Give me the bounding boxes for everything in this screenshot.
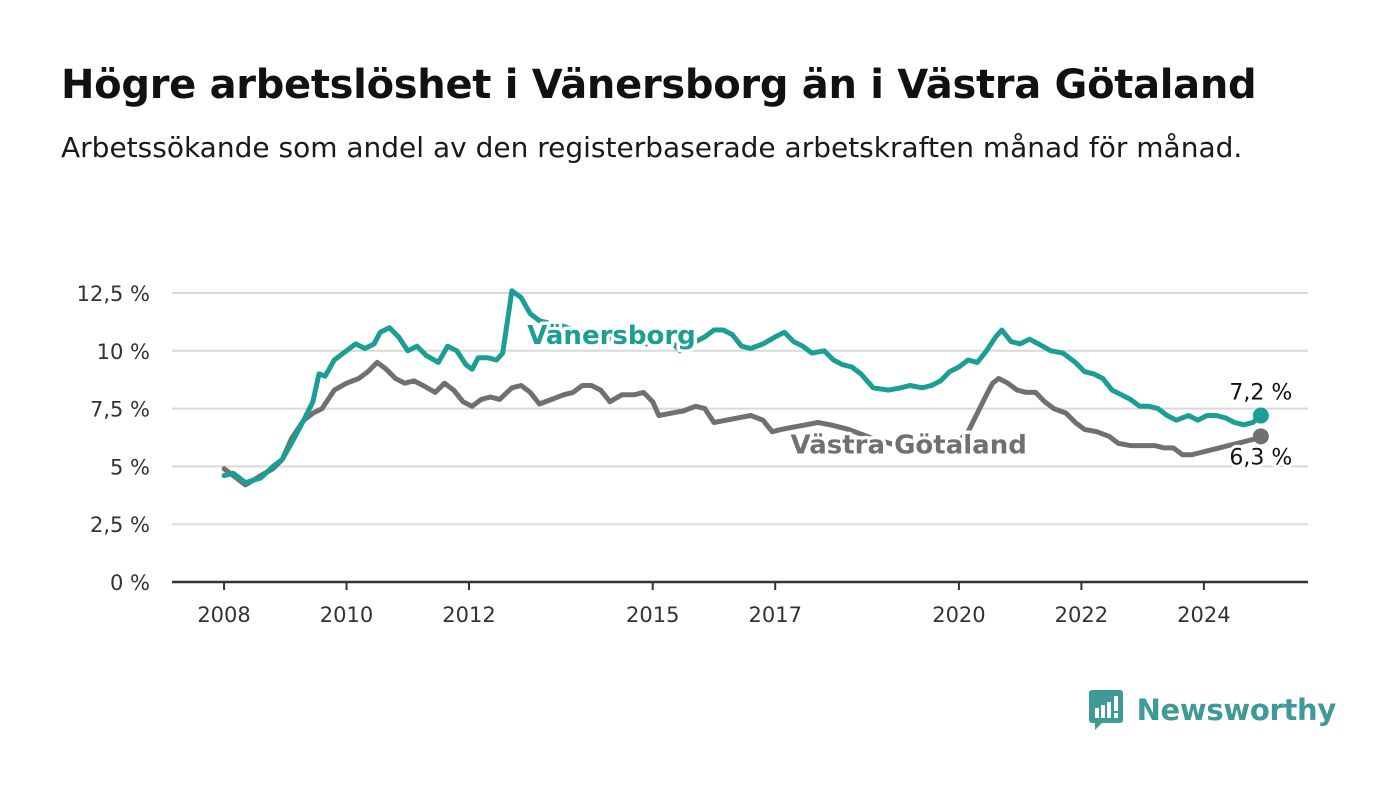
series-name-label-1: Västra Götaland	[791, 431, 1027, 461]
newsworthy-logo-icon	[1088, 690, 1123, 730]
chart-subtitle: Arbetssökande som andel av den registerb…	[61, 131, 1243, 164]
y-tick-label: 7,5 %	[90, 398, 150, 422]
y-tick-label: 10 %	[97, 340, 150, 364]
brand-name: Newsworthy	[1136, 693, 1337, 727]
x-tick-label: 2012	[442, 603, 495, 627]
chart-title: Högre arbetslöshet i Vänersborg än i Väs…	[61, 62, 1257, 108]
newsworthy-brand: Newsworthy	[1088, 690, 1337, 730]
series-lines	[221, 288, 1264, 488]
x-tick-label: 2022	[1055, 603, 1108, 627]
y-tick-label: 5 %	[110, 455, 150, 479]
x-tick-label: 2017	[748, 603, 801, 627]
end-point-0	[1252, 407, 1269, 424]
x-tick-label: 2010	[320, 603, 373, 627]
y-tick-label: 2,5 %	[90, 513, 150, 537]
series-line-0	[221, 288, 1264, 486]
series-name-label-0: Vänersborg	[527, 321, 696, 351]
series-line-1	[221, 359, 1264, 488]
gridlines	[172, 292, 1308, 584]
y-tick-label: 0 %	[110, 571, 150, 595]
series-labels: Vänersborg Västra Götaland 7,2 % 6,3 %	[524, 317, 1296, 473]
x-axis: 2008 2010 2012 2015 2017 2020 2022 2024	[197, 582, 1231, 627]
end-value-label-0: 7,2 %	[1229, 381, 1292, 406]
x-tick-label: 2015	[626, 603, 679, 627]
y-tick-label: 12,5 %	[77, 282, 150, 306]
x-tick-label: 2008	[197, 603, 250, 627]
end-point-1	[1252, 428, 1269, 445]
x-tick-label: 2020	[932, 603, 985, 627]
end-value-label-1: 6,3 %	[1229, 445, 1292, 470]
y-axis: 0 % 2,5 % 5 % 7,5 % 10 % 12,5 %	[77, 282, 150, 595]
x-tick-label: 2024	[1177, 603, 1230, 627]
